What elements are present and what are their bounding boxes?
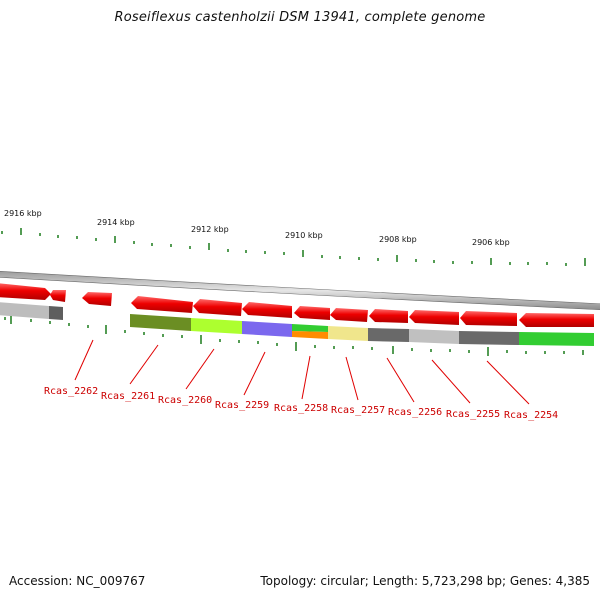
gene-block	[292, 331, 328, 339]
gene-label[interactable]: Rcas_2257	[331, 405, 385, 416]
reverse-strand-blocks	[0, 302, 594, 346]
gene-labels: Rcas_2262 Rcas_2261 Rcas_2260 Rcas_2259 …	[44, 386, 558, 421]
scale-ticks-top	[1, 228, 586, 266]
leader-line	[74, 339, 94, 381]
gene-label[interactable]: Rcas_2255	[446, 409, 500, 420]
gene-arrow	[369, 309, 408, 323]
topology-text: Topology: circular; Length: 5,723,298 bp…	[260, 574, 590, 588]
genome-backbone	[0, 270, 600, 311]
gene-arrow	[409, 310, 459, 325]
leader-line	[185, 348, 215, 390]
accession-text: Accession: NC_009767	[9, 574, 146, 588]
gene-label-leaders	[74, 339, 530, 405]
gene-arrow	[460, 311, 517, 326]
leader-line	[386, 357, 415, 403]
gene-block	[459, 331, 519, 345]
gene-arrow	[294, 306, 330, 320]
map-title: Roseiflexus castenholzii DSM 13941, comp…	[114, 10, 486, 25]
forward-strand-genes	[0, 283, 594, 327]
gene-label[interactable]: Rcas_2254	[504, 410, 558, 421]
gene-label[interactable]: Rcas_2262	[44, 386, 98, 397]
gene-block	[49, 306, 63, 320]
leader-line	[243, 351, 266, 396]
gene-label[interactable]: Rcas_2261	[101, 391, 155, 402]
gene-arrow	[519, 313, 594, 327]
gene-arrow	[0, 283, 51, 300]
gene-label[interactable]: Rcas_2258	[274, 403, 328, 414]
gene-arrow	[131, 296, 193, 313]
gene-block	[368, 328, 409, 342]
gene-block	[292, 324, 328, 332]
gene-label[interactable]: Rcas_2260	[158, 395, 212, 406]
gene-label[interactable]: Rcas_2259	[215, 400, 269, 411]
scale-label: 2912 kbp	[191, 225, 229, 234]
gene-block	[0, 302, 49, 319]
scale-label: 2906 kbp	[472, 238, 510, 247]
gene-arrow	[82, 292, 112, 306]
gene-block	[409, 329, 459, 344]
scale-label: 2916 kbp	[4, 209, 42, 218]
gene-block	[242, 321, 292, 337]
leader-line	[301, 355, 311, 400]
gene-arrow	[330, 308, 368, 322]
gene-arrow	[242, 302, 292, 318]
gene-block	[130, 314, 191, 331]
gene-arrow	[50, 290, 66, 302]
gene-block	[328, 326, 368, 341]
scale-label: 2908 kbp	[379, 235, 417, 244]
gene-label[interactable]: Rcas_2256	[388, 407, 442, 418]
leader-line	[486, 360, 530, 405]
gene-arrow	[193, 299, 242, 316]
scale-labels: 2916 kbp 2914 kbp 2912 kbp 2910 kbp 2908…	[4, 209, 510, 247]
leader-line	[345, 356, 359, 401]
gene-block	[519, 332, 594, 346]
leader-line	[431, 359, 471, 404]
scale-label: 2910 kbp	[285, 231, 323, 240]
scale-label: 2914 kbp	[97, 218, 135, 227]
gene-block	[191, 318, 242, 334]
leader-line	[129, 344, 159, 385]
scale-ticks-bottom	[4, 316, 584, 356]
